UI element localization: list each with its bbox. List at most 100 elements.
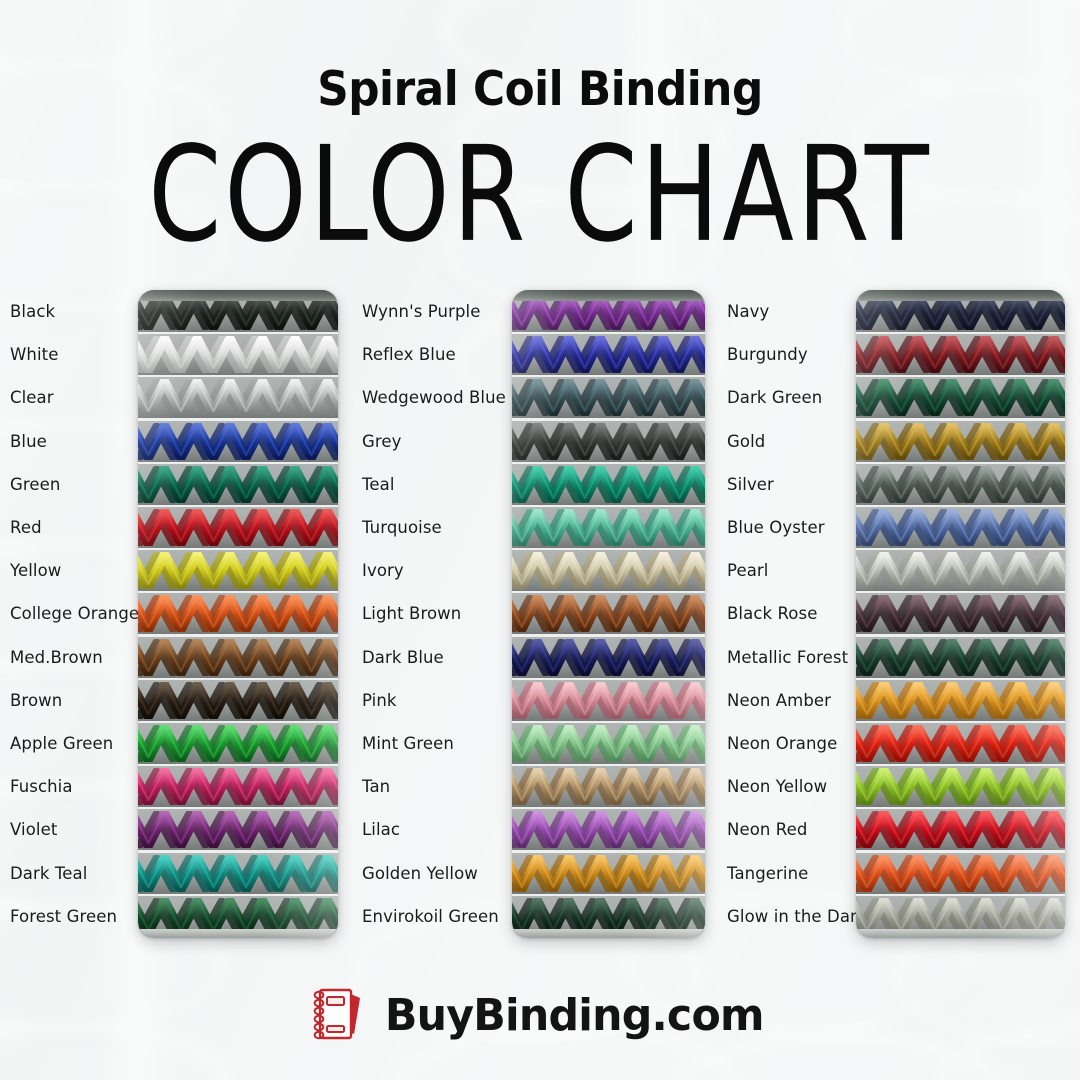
coil-swatch (138, 420, 338, 465)
color-label: Green (10, 474, 61, 494)
color-label: Silver (727, 474, 774, 494)
color-label: Apple Green (10, 734, 114, 753)
color-label: Red (10, 518, 42, 537)
color-label: Neon Amber (727, 690, 832, 710)
coil-graphic (138, 897, 338, 935)
coil-graphic (138, 465, 338, 503)
coil-swatch (856, 636, 1065, 681)
coil-swatch (856, 507, 1065, 551)
coil-swatch (512, 507, 705, 551)
color-label: Violet (10, 820, 58, 840)
coil-graphic (512, 336, 705, 374)
coil-swatch (512, 463, 705, 508)
color-label: College Orange (10, 604, 140, 624)
color-label: Wedgewood Blue (362, 388, 506, 408)
coil-graphic (512, 854, 705, 892)
page-title: COLOR CHART (148, 119, 932, 272)
color-label: Dark Teal (10, 863, 88, 883)
coil-graphic (512, 552, 705, 590)
coil-swatch (856, 550, 1065, 595)
color-label: Tan (362, 777, 391, 797)
tray-bottom-edge (138, 929, 338, 938)
color-label: Envirokoil Green (362, 906, 499, 926)
brand-name: BuyBinding.com (385, 989, 765, 1041)
color-column-3: Navy Burgundy Dark Green Gold Silver Blue Oys… (715, 290, 1065, 940)
coil-graphic (856, 595, 1065, 633)
color-label: Gold (727, 431, 766, 451)
color-label: Dark Blue (362, 647, 444, 667)
coil-graphic (856, 379, 1065, 417)
coil-swatch (856, 593, 1065, 638)
subtitle: Spiral Coil Binding (317, 62, 763, 117)
coil-graphic (512, 725, 705, 762)
coil-graphic (138, 725, 338, 762)
coil-swatch (138, 507, 338, 551)
color-label: Blue Oyster (727, 518, 825, 537)
coil-swatch (856, 679, 1065, 724)
heading-block: Spiral Coil Binding COLOR CHART (0, 0, 1080, 261)
coil-graphic (512, 638, 705, 676)
coil-swatch (856, 420, 1065, 465)
coil-graphic (856, 638, 1065, 676)
coil-swatch (138, 809, 338, 854)
coil-swatch (512, 809, 705, 854)
coil-swatch (138, 852, 338, 897)
coil-graphic (856, 509, 1065, 546)
coil-graphic (512, 422, 705, 460)
color-label: Black (10, 302, 56, 321)
color-label: Navy (727, 302, 770, 321)
coil-graphic (856, 552, 1065, 590)
coil-graphic (512, 681, 705, 719)
color-label: Brown (10, 690, 63, 710)
color-label: Ivory (362, 561, 404, 581)
coil-swatch (856, 463, 1065, 508)
color-label: Metallic Forest (727, 647, 849, 667)
coil-swatch (138, 636, 338, 681)
color-label: Reflex Blue (362, 345, 456, 365)
coil-graphic (138, 336, 338, 374)
coil-swatch (856, 852, 1065, 897)
coil-graphic (856, 465, 1065, 503)
coil-swatch (138, 334, 338, 379)
color-label: Neon Red (727, 820, 808, 840)
spiral-notebook-icon (313, 988, 361, 1040)
color-label: Mint Green (362, 734, 454, 753)
color-label: Tangerine (727, 863, 809, 883)
tray-bottom-edge (512, 929, 705, 938)
coil-graphic (512, 465, 705, 503)
coil-swatch (138, 550, 338, 595)
tray-bottom-edge (856, 929, 1065, 938)
coil-swatch (512, 593, 705, 638)
coil-swatch-panel-1 (138, 290, 338, 938)
coil-graphic (856, 336, 1065, 374)
coil-swatch-panel-3 (856, 290, 1065, 938)
coil-graphic (138, 681, 338, 719)
color-column-1: Black White Clear Blue Green Red Yellow College… (0, 290, 340, 940)
footer-logo: BuyBinding.com (0, 975, 1080, 1055)
coil-graphic (512, 595, 705, 633)
coil-swatch (138, 593, 338, 638)
color-label: Blue (10, 431, 47, 451)
color-label: Glow in the Dark (727, 906, 867, 926)
color-label: Pearl (727, 561, 769, 581)
coil-swatch (512, 679, 705, 724)
color-label: White (10, 345, 59, 365)
coil-swatch (856, 809, 1065, 854)
coil-graphic (856, 681, 1065, 719)
coil-swatch (138, 377, 338, 422)
coil-graphic (856, 811, 1065, 849)
coil-graphic (138, 509, 338, 546)
color-label: Wynn's Purple (362, 302, 481, 321)
coil-swatch (512, 852, 705, 897)
coil-swatch (512, 766, 705, 811)
coil-graphic (138, 595, 338, 633)
color-label: Teal (362, 474, 395, 494)
color-label: Neon Orange (727, 734, 838, 753)
color-label: Black Rose (727, 604, 818, 624)
color-label: Golden Yellow (362, 863, 478, 883)
color-label: Burgundy (727, 345, 808, 365)
coil-swatch (138, 679, 338, 724)
color-label: Neon Yellow (727, 777, 828, 797)
color-label: Grey (362, 431, 402, 451)
coil-graphic (856, 422, 1065, 460)
